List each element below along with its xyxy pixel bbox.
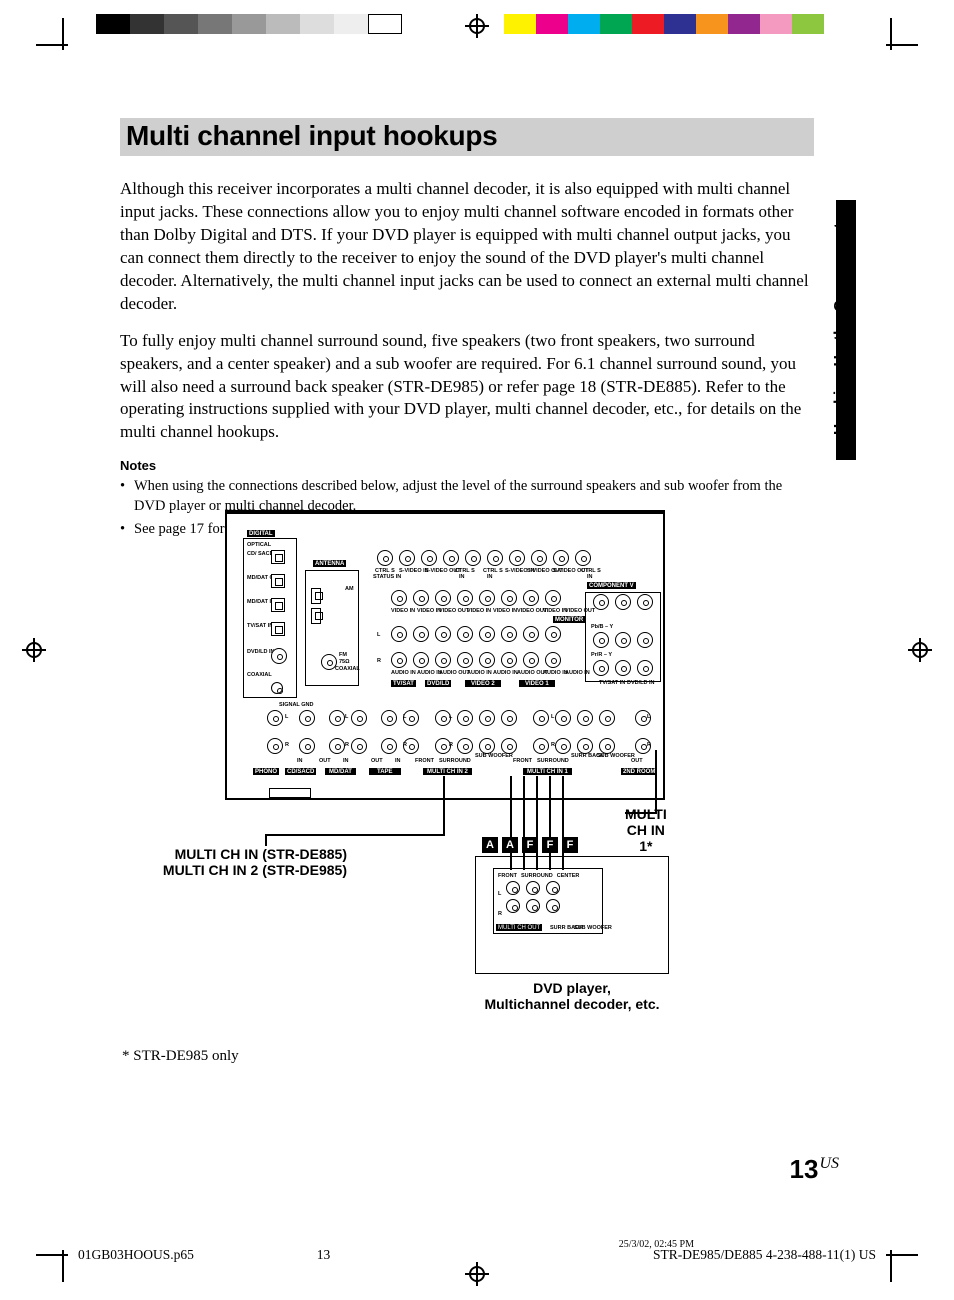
label: TV/SAT IN — [599, 680, 625, 686]
label: L — [449, 714, 452, 720]
hookup-diagram: DIGITAL OPTICAL CD/ SACD IN MD/DAT OUT M… — [225, 510, 665, 1040]
cable-letters: AAFFF — [480, 835, 580, 853]
label: SUB WOOFER — [597, 754, 617, 760]
section-tab-label: Hooking Up the Components — [832, 214, 850, 435]
label-monitor: MONITOR — [553, 616, 585, 623]
label: L — [377, 632, 380, 638]
label: IN — [395, 758, 401, 764]
label: OUT — [631, 758, 643, 764]
label-component: COMPONENT V — [587, 582, 636, 589]
label: SIGNAL GND — [279, 702, 313, 708]
label: MD/DAT OUT — [247, 576, 269, 582]
reg-mark — [465, 1262, 489, 1286]
title-bar: Multi channel input hookups — [120, 118, 814, 156]
label: MD/DAT — [325, 768, 356, 775]
notes-heading: Notes — [120, 458, 814, 473]
reg-mark — [908, 638, 932, 662]
label: L — [345, 714, 348, 720]
label-antenna: ANTENNA — [313, 560, 346, 567]
label: 75Ω — [339, 659, 350, 665]
label: DVD/LD IN — [627, 680, 655, 686]
label: MD/DAT IN — [247, 600, 269, 606]
page-title: Multi channel input hookups — [126, 120, 808, 152]
label: R — [345, 742, 349, 748]
label: L — [403, 714, 406, 720]
label: DVD/LD — [425, 680, 451, 687]
page-content: Multi channel input hookups Although thi… — [120, 118, 814, 544]
label: FM — [339, 652, 347, 658]
label: VIDEO IN — [493, 608, 517, 614]
label: VIDEO IN — [543, 608, 567, 614]
receiver-rear-panel: DIGITAL OPTICAL CD/ SACD IN MD/DAT OUT M… — [225, 510, 665, 800]
label: Pb/B – Y — [591, 624, 613, 630]
label: AUDIO IN — [391, 670, 416, 676]
label: TV/SAT IN — [247, 624, 269, 630]
footnote: * STR-DE985 only — [122, 1048, 239, 1065]
label: 2ND ROOM — [621, 768, 657, 775]
footer-docid: STR-DE985/DE885 4-238-488-11(1) US — [653, 1247, 876, 1263]
label-multi-ch-in-1: MULTI CH IN 1 — [523, 768, 572, 775]
label: STATUS IN — [373, 574, 401, 580]
printer-color-bar — [0, 10, 954, 38]
footer-filename: 01GB03HOOUS.p65 — [78, 1247, 194, 1263]
label: R — [647, 742, 651, 748]
label: R — [285, 742, 289, 748]
label: VIDEO IN — [391, 608, 415, 614]
label: SURROUND — [537, 758, 569, 764]
label: L — [647, 714, 650, 720]
label: OPTICAL — [247, 542, 271, 548]
label: COAXIAL — [247, 672, 272, 678]
page-number: 13US — [790, 1154, 839, 1185]
label: AUDIO IN — [565, 670, 590, 676]
label: IN — [343, 758, 349, 764]
paragraph-2: To fully enjoy multi channel surround so… — [120, 330, 814, 445]
label: OUT — [371, 758, 383, 764]
label: OUT — [319, 758, 331, 764]
label: Pr/R – Y — [591, 652, 612, 658]
label: L — [285, 714, 288, 720]
label: TV/SAT — [391, 680, 416, 687]
label: AUDIO IN — [467, 670, 492, 676]
label: TAPE — [369, 768, 401, 775]
label: SUB WOOFER — [475, 754, 495, 760]
footer: 01GB03HOOUS.p65 13 STR-DE985/DE885 4-238… — [78, 1247, 876, 1263]
label: VIDEO 2 — [465, 680, 501, 687]
label: CD/SACD — [285, 768, 316, 775]
label: SURROUND — [439, 758, 471, 764]
label: R — [551, 742, 555, 748]
label: DVD/LD IN — [247, 650, 269, 656]
label: R — [403, 742, 407, 748]
label: IN — [297, 758, 303, 764]
label: VIDEO OUT — [439, 608, 469, 614]
label-multi-ch-in-2: MULTI CH IN 2 — [423, 768, 472, 775]
label: VIDEO 1 — [519, 680, 555, 687]
label: IN — [587, 574, 593, 580]
label: VIDEO OUT — [565, 608, 595, 614]
label: FRONT — [415, 758, 434, 764]
label: VIDEO IN — [467, 608, 491, 614]
label: CD/ SACD IN — [247, 552, 265, 558]
label: VIDEO IN — [417, 608, 441, 614]
label: AUDIO IN — [493, 670, 518, 676]
label: R — [449, 742, 453, 748]
label: SURR BACK — [571, 754, 591, 760]
label: FRONT — [513, 758, 532, 764]
label: AUDIO OUT — [439, 670, 470, 676]
callout-dvd: DVD player, Multichannel decoder, etc. — [475, 980, 669, 1012]
callout-multi-ch-in-left: MULTI CH IN (STR-DE885) MULTI CH IN 2 (S… — [147, 846, 347, 878]
label: R — [377, 658, 381, 664]
label: COAXIAL — [335, 666, 360, 672]
label: IN — [459, 574, 465, 580]
label-digital: DIGITAL — [247, 530, 275, 537]
paragraph-1: Although this receiver incorporates a mu… — [120, 178, 814, 316]
footer-pagenum: 13 — [317, 1247, 331, 1263]
label: PHONO — [253, 768, 279, 775]
label: AM — [345, 586, 354, 592]
label: L — [551, 714, 554, 720]
callout-multi-ch-in-1: MULTI CH IN 1* — [625, 806, 667, 854]
label: IN — [487, 574, 493, 580]
reg-mark — [22, 638, 46, 662]
